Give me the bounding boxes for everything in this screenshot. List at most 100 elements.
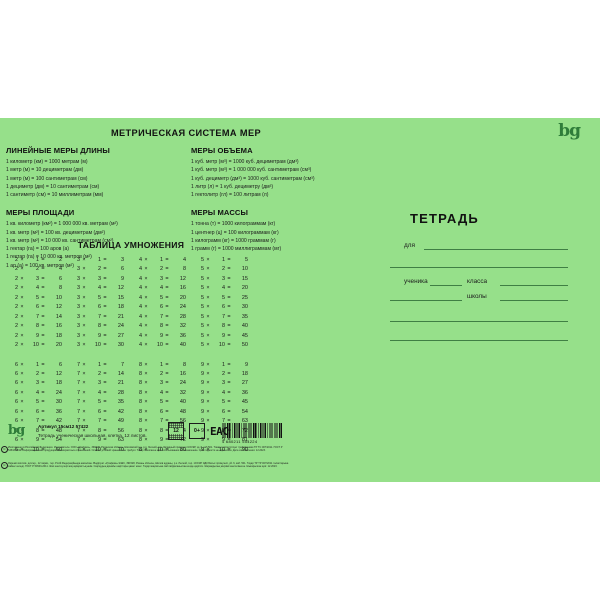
multiplication-row: 7 × 5 = 35 (76, 399, 124, 406)
barcode: 4 680211 554224 (222, 423, 282, 444)
multiplication-row: 4 × 8 = 32 (138, 323, 186, 330)
multiplication-row: 3 × 5 = 15 (76, 294, 124, 301)
multiplication-row: 6 × 3 = 18 (14, 380, 62, 387)
multiplication-column-7: 7 × 1 = 7 7 × 2 = 14 7 × 3 = 21 7 × 4 = 28 7 × 5 = 35 7 × 6 = 42 7 × 7 = 4… (68, 361, 130, 456)
multiplication-column-2: 2 × 1 = 2 2 × 2 = 4 2 × 3 = 6 2 × 4 = 8 2 × 5 = 10 2 × 6 = 12 2 × 7 = 14 2 ×… (6, 256, 68, 351)
multiplication-row: 5 × 2 = 10 (200, 266, 248, 273)
field-line-name-continued[interactable] (390, 267, 568, 268)
multiplication-column-3: 3 × 1 = 3 3 × 2 = 6 3 × 3 = 9 3 × 4 = 12 3 × 5 = 15 3 × 6 = 18 3 × 7 = 21 3… (68, 256, 130, 351)
multiplication-row: 3 × 9 = 27 (76, 332, 124, 339)
legal-text-kk: Окремо виготов. дизтер., 12 паркв., тер.… (8, 462, 289, 469)
multiplication-row: 8×7=56 (138, 418, 186, 425)
certification-badges: 12 0+ EAC (168, 422, 229, 440)
multiplication-row: 6 × 1 = 6 (14, 361, 62, 368)
multiplication-row: 7 × 7 = 49 (76, 418, 124, 425)
brand-logo-top: bg (558, 121, 581, 141)
field-line-class[interactable] (500, 285, 568, 286)
multiplication-row: 2 × 7 = 14 (14, 313, 62, 320)
multiplication-row: 5 × 9 = 45 (200, 332, 248, 339)
multiplication-row: 3 × 1 = 3 (76, 257, 124, 263)
metric-column-left: ЛИНЕЙНЫЕ МЕРЫ ДЛИНЫ 1 километр (км) = 10… (6, 146, 181, 270)
multiplication-row: 8 × 1 = 8 (138, 361, 186, 368)
multiplication-row: 4 × 2 = 8 (138, 266, 186, 273)
multiplication-row: 4 × 1 = 4 (138, 257, 186, 263)
metric-row: 1 дециметр (дм) = 10 сантиметрам (см) (6, 183, 100, 190)
metric-heading-area: МЕРЫ ПЛОЩАДИ (6, 208, 75, 218)
multiplication-row: 9 × 4 = 36 (200, 389, 248, 396)
multiplication-row: 9 × 9 = 81 (200, 437, 248, 444)
multiplication-row: 3 × 2 = 6 (76, 266, 124, 273)
field-line-blank-2[interactable] (390, 340, 568, 341)
multiplication-row: 9 × 5 = 45 (200, 399, 248, 406)
multiplication-row: 7 × 2 = 14 (76, 370, 124, 377)
metric-list-area: 1 кв. километр (км²) = 1 000 000 кв. мет… (6, 220, 181, 270)
multiplication-row: 4 × 5 = 20 (138, 294, 186, 301)
field-line-pupil[interactable] (430, 285, 462, 286)
field-line-for[interactable] (424, 249, 568, 250)
multiplication-row: 6 × 2 = 12 (14, 370, 62, 377)
metric-row: 1 гектар (га) = 10 000 кв. метров (м²) (6, 254, 92, 261)
metric-heading-mass: МЕРЫ МАССЫ (191, 208, 249, 218)
multiplication-row: 5 × 7 = 35 (200, 313, 248, 320)
sheets-count: 12 (169, 428, 183, 434)
multiplication-row: 9 × 1 = 9 (200, 361, 248, 368)
metric-list-length: 1 километр (км) = 1000 метрам (м) 1 метр… (6, 158, 181, 199)
multiplication-column-5: 5 × 1 = 5 5 × 2 = 10 5 × 3 = 15 5 × 4 = 20 5 × 5 = 25 5 × 6 = 30 5 × 7 = 3… (192, 256, 254, 351)
metric-heading-length: ЛИНЕЙНЫЕ МЕРЫ ДЛИНЫ (6, 146, 110, 155)
multiplication-row: 2 × 4 = 8 (14, 285, 62, 292)
copyright-icon-1: C (1, 446, 8, 453)
multiplication-row: 7 × 9 = 63 (76, 437, 124, 444)
metric-row: 1 метр (м) = 100 сантиметрам (см) (6, 175, 88, 182)
age-rating-badge: 0+ (189, 423, 205, 439)
multiplication-row: 8 × 6 = 48 (138, 408, 186, 415)
metric-row: 1 куб. метр (м³) = 1 000 000 куб. сантим… (191, 167, 312, 174)
multiplication-row: 8 × 9 = 72 (138, 437, 186, 444)
product-description: Тетрадь ученическая школьная, клетка, 12… (38, 433, 147, 438)
multiplication-row: 8 × 10 = 80 (138, 446, 186, 453)
field-line-school-left[interactable] (390, 300, 462, 301)
notebook-title-panel: ТЕТРАДЬ для ученика класса школы (390, 118, 600, 482)
metric-row: 1 литр (л) = 1 куб. дециметру (дм³) (191, 183, 274, 190)
multiplication-row: 6 × 10 = 60 (14, 446, 62, 453)
multiplication-row: 5 × 10 = 50 (200, 342, 248, 349)
multiplication-row: 4 × 10 = 40 (138, 342, 186, 349)
multiplication-grid-2-5: 2 × 1 = 2 2 × 2 = 4 2 × 3 = 6 2 × 4 = 8 2 × 5 = 10 2 × 6 = 12 2 × 7 = 14 2 ×… (6, 256, 256, 351)
multiplication-column-6: 6 × 1 = 6 6 × 2 = 12 6 × 3 = 18 6 × 4 = 24 6 × 5 = 30 6 × 6 = 36 6 × 7 = 4… (6, 361, 68, 456)
multiplication-row: 8 × 2 = 16 (138, 370, 186, 377)
multiplication-row: 2 × 2 = 4 (14, 266, 62, 273)
multiplication-row: 2 × 3 = 6 (14, 275, 62, 282)
multiplication-row: 4 × 4 = 16 (138, 285, 186, 292)
metric-column-right: МЕРЫ ОБЪЕМА 1 куб. метр (м³) = 1000 куб.… (191, 146, 366, 270)
field-line-school[interactable] (500, 300, 568, 301)
multiplication-row: 6 × 5 = 30 (14, 399, 62, 406)
product-footer: bg Артикул 15см12 57422 Тетрадь ученичес… (0, 422, 600, 482)
multiplication-row: 7 × 6 = 42 (76, 408, 124, 415)
metric-row: 1 ар (а) = 100 кв. метров (м²) (6, 262, 74, 269)
metric-row: 1 куб. метр (м³) = 1000 куб. дециметрам … (191, 159, 299, 165)
multiplication-row: 3 × 4 = 12 (76, 285, 124, 292)
multiplication-row: 8 × 3 = 24 (138, 380, 186, 387)
multiplication-row: 5 × 3 = 15 (200, 275, 248, 282)
metric-row: 1 кв. километр (км²) = 1 000 000 кв. мет… (6, 221, 118, 228)
notebook-title: ТЕТРАДЬ (410, 211, 479, 226)
multiplication-row: 5 × 4 = 20 (200, 285, 248, 292)
multiplication-row: 4 × 3 = 12 (138, 275, 186, 282)
multiplication-row: 5 × 5 = 25 (200, 294, 248, 301)
multiplication-row: 6 × 4 = 24 (14, 389, 62, 396)
multiplication-row: 2 × 10 = 20 (14, 342, 62, 349)
multiplication-row: 8 × 4 = 32 (138, 389, 186, 396)
multiplication-table-block: ТАБЛИЦА УМНОЖЕНИЯ 2 × 1 = 2 2 × 2 = 4 2 × 3 = 6 2 × 4 = 8 2 ×… (6, 240, 256, 455)
copyright-icon-2: C (1, 462, 8, 469)
multiplication-row: 6 × 8 = 48 (14, 427, 62, 434)
multiplication-row: 8 × 5 = 40 (138, 399, 186, 406)
multiplication-row: 7 × 10 = 70 (76, 446, 124, 453)
multiplication-row: 6 × 6 = 36 (14, 408, 62, 415)
metric-row: 1 километр (км) = 1000 метрам (м) (6, 159, 88, 165)
metric-list-volume: 1 куб. метр (м³) = 1000 куб. дециметрам … (191, 158, 366, 199)
metric-row: 1 килограмм (кг) = 1000 граммам (г) (191, 237, 276, 244)
metric-row: 1 кв. метр (м²) = 100 кв. дециметрам (дм… (6, 229, 106, 236)
multiplication-row: 9 × 7 = 63 (200, 418, 248, 425)
metric-row: 1 куб. дециметр (дм³) = 1000 куб. сантим… (191, 175, 315, 182)
multiplication-row: 5 × 6 = 30 (200, 304, 248, 311)
field-line-blank-1[interactable] (390, 321, 568, 322)
